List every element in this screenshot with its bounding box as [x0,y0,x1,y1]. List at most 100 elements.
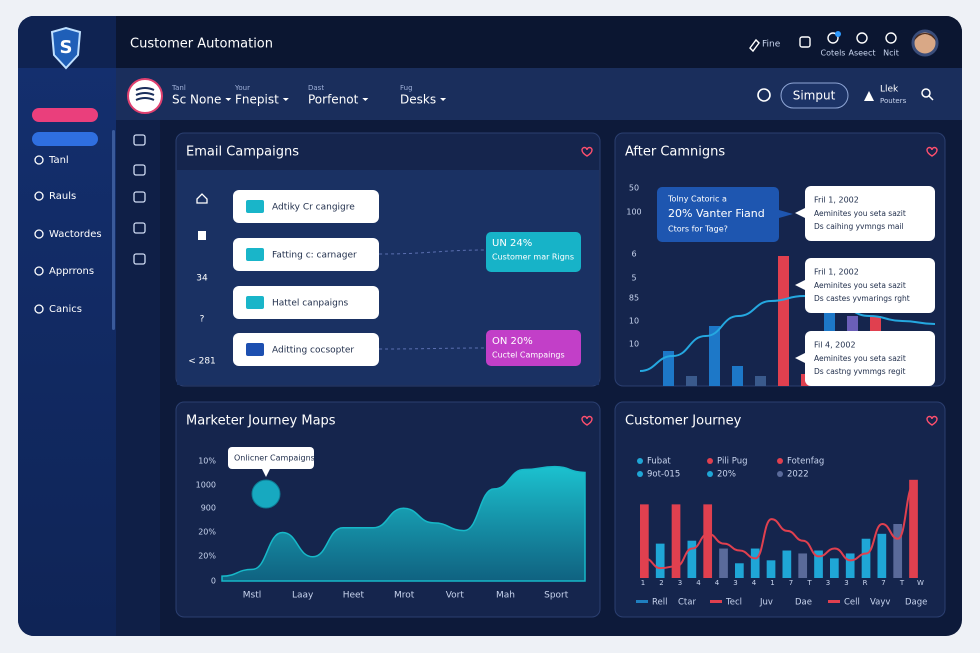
nav-item[interactable]: Rauls [49,191,76,202]
panel-title: Marketer Journey Maps [186,414,336,429]
callout-text: Aeminites you seta sazit [814,354,906,363]
y-tick-label: 20% [198,552,216,561]
area [221,465,586,582]
bar [782,550,792,578]
legend-label: Dae [795,598,812,608]
bar [893,524,903,578]
y-tick-label: 5 [631,274,636,283]
legend-label: Rell [652,598,667,608]
button-label: Simput [793,89,836,103]
x-tick-label: 4 [696,579,701,587]
connector [378,249,487,255]
legend-label: Fotenfag [787,457,824,467]
legend-swatch [636,600,648,603]
bar [686,376,697,386]
favorite-icon[interactable] [581,415,593,426]
outcome-label: Cuctel Campaings [492,351,565,360]
callout-text: Ds castes yvmarings rght [814,294,910,303]
logo-mark: S [60,37,73,58]
brand-wave [135,92,155,96]
x-tick-label: Sport [544,591,569,601]
axis-label: 34 [196,274,208,284]
favorite-icon[interactable] [926,146,938,157]
flow-node[interactable] [233,238,379,271]
avatar[interactable] [911,29,939,57]
action-icon[interactable] [856,32,868,44]
rail-icon[interactable] [133,191,146,203]
node-icon [246,296,264,309]
sidebar-pill[interactable] [32,108,98,122]
callout [805,186,935,241]
filter-label: Fug [400,84,413,92]
y-tick-label: 10 [629,340,639,349]
action-icon [749,38,760,53]
action-icon[interactable] [799,36,811,48]
legend-label: Tecl [725,598,742,608]
bar [687,540,697,578]
flow-node[interactable] [233,333,379,366]
dropdown-arrow [362,98,369,101]
outcome-box[interactable] [486,330,581,366]
callout-date: Fril 1, 2002 [814,196,859,205]
x-tick-label: 7 [789,579,793,587]
outcome-value: ON 20% [492,336,533,347]
bar [755,376,766,386]
filter-value[interactable]: Porfenot [308,93,359,107]
sidebar-pill[interactable] [32,132,98,146]
brand-wave [135,97,155,101]
connector [378,347,487,350]
nav-icon [34,191,44,201]
bar [778,256,789,386]
flow-node[interactable] [233,286,379,319]
y-tick-label: 100 [626,208,641,217]
action-icon[interactable] [827,32,839,44]
outcome-box[interactable] [486,232,581,272]
panel [614,401,946,618]
outcome-label: Customer mar Rigns [492,253,574,262]
rail-icon[interactable] [133,164,146,176]
axis-label: < 281 [188,357,216,367]
filter-value[interactable]: Sc None [172,93,221,107]
rail-icon[interactable] [133,253,146,265]
y-tick-label: 1000 [196,481,216,490]
legend-swatch [828,600,840,603]
x-tick-label: 2 [659,579,663,587]
favorite-icon[interactable] [926,415,938,426]
flow-node[interactable] [233,190,379,223]
callout-pointer [795,353,805,363]
nav-item[interactable]: Wactordes [49,229,102,240]
nav-item[interactable]: Tanl [48,155,69,166]
legend-swatch [707,471,713,477]
primary-button[interactable] [780,82,849,109]
dropdown-arrow [282,98,289,101]
trend-line [644,483,915,570]
scrollbar [112,130,115,330]
action-icon[interactable] [885,32,897,44]
nav-item[interactable]: Apprrons [49,266,94,277]
nav-item[interactable]: Canics [49,304,82,315]
highlight-dot [251,479,281,509]
filter-value[interactable]: Desks [400,93,436,107]
rail-icon[interactable] [133,134,146,146]
legend-swatch [707,458,713,464]
bar [703,504,713,578]
axis-label: ? [200,315,205,325]
callout-date: Fil 4, 2002 [814,341,856,350]
y-tick-label: 6 [631,250,636,259]
x-tick-label: Mah [496,591,515,601]
nav-icon [34,266,44,276]
dropdown-arrow [440,98,447,101]
y-tick-label: 50 [629,184,639,193]
y-tick-label: 10 [629,317,639,326]
x-tick-label: W [917,579,924,587]
settings-icon[interactable] [757,88,771,102]
bar [798,553,808,578]
search-icon[interactable] [921,88,931,98]
bar [735,563,744,578]
filter-label: Your [234,84,250,92]
callout-text: Aeminites you seta sazit [814,281,906,290]
favorite-icon[interactable] [581,146,593,157]
header-bar [116,16,962,68]
rail-icon[interactable] [133,222,146,234]
filter-value[interactable]: Fnepist [235,93,279,107]
